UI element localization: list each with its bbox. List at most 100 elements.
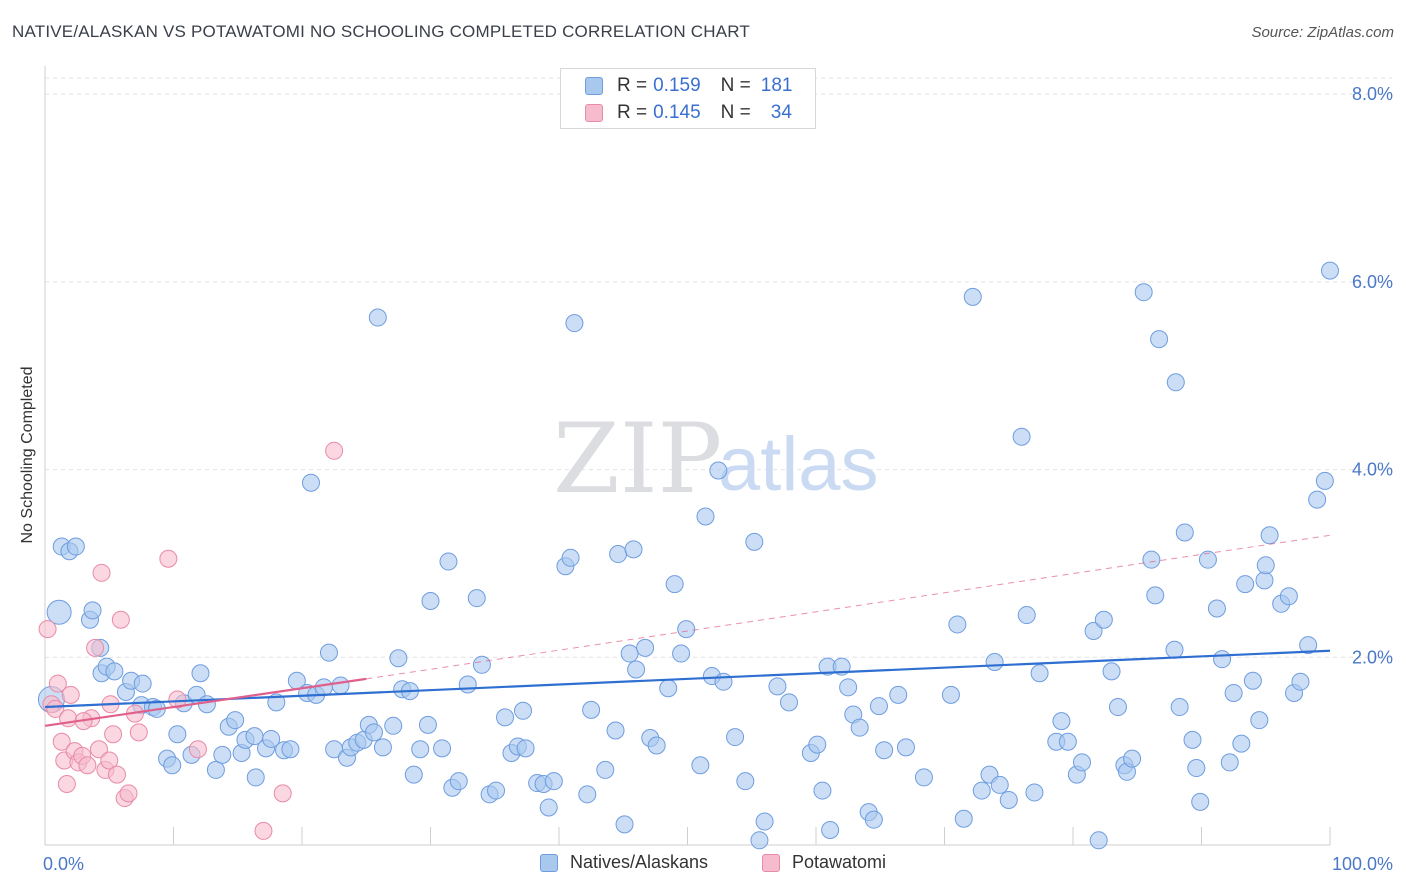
data-point — [1025, 783, 1044, 802]
y-tick-label: 4.0% — [1352, 460, 1393, 480]
data-point — [1094, 610, 1113, 629]
data-point — [1165, 640, 1184, 659]
series-legend-potawatomi: Potawatomi — [762, 852, 886, 873]
data-point — [750, 831, 769, 850]
data-point — [319, 643, 338, 662]
data-point — [439, 552, 458, 571]
stats-legend: R = 0.159 N = 181 R = 0.145 N = 34 — [560, 68, 816, 129]
trend-lines — [44, 534, 1331, 727]
data-point — [89, 740, 108, 759]
data-point — [1236, 575, 1255, 594]
data-point — [672, 644, 691, 663]
legend-n-value: 181 — [760, 75, 793, 96]
data-point — [163, 756, 182, 775]
data-point — [66, 537, 85, 556]
data-point — [273, 784, 292, 803]
data-point — [736, 772, 755, 791]
data-point — [52, 732, 71, 751]
data-point — [578, 785, 597, 804]
legend-r-label: R = — [617, 75, 648, 96]
data-point — [1321, 261, 1339, 280]
y-tick-labels: 2.0% 4.0% 6.0% 8.0% — [1352, 84, 1393, 667]
data-point — [985, 652, 1004, 671]
data-point — [1170, 698, 1189, 717]
data-point — [133, 674, 152, 693]
data-point — [620, 644, 639, 663]
data-point — [281, 740, 300, 759]
data-point — [659, 679, 678, 698]
series-legend-swatch-blue — [540, 853, 558, 872]
data-point — [1191, 792, 1210, 811]
data-point — [368, 308, 387, 327]
source-label: Source: ZipAtlas.com — [1251, 24, 1394, 41]
data-point — [990, 775, 1009, 794]
data-point — [1315, 471, 1334, 490]
series-potawatomi — [38, 441, 344, 840]
data-point — [57, 774, 76, 793]
legend-swatch-pink — [585, 104, 603, 122]
data-point — [1308, 490, 1327, 509]
y-tick-label: 8.0% — [1352, 84, 1393, 104]
data-point — [458, 675, 477, 694]
data-point — [364, 723, 383, 742]
data-point — [1183, 730, 1202, 749]
data-point — [1123, 749, 1142, 768]
data-point — [691, 756, 710, 775]
data-point — [384, 716, 403, 735]
data-point — [768, 677, 787, 696]
data-point — [168, 690, 187, 709]
data-point — [665, 575, 684, 594]
data-point — [1260, 526, 1279, 545]
data-point — [1207, 599, 1226, 618]
data-point — [1150, 330, 1169, 349]
data-point — [875, 741, 894, 760]
data-point — [404, 765, 423, 784]
data-point — [1166, 373, 1185, 392]
data-point — [496, 708, 515, 727]
data-point — [1232, 734, 1251, 753]
data-point — [745, 532, 764, 551]
data-point — [609, 545, 628, 564]
trend-line-natives — [44, 649, 1331, 709]
data-point — [864, 810, 883, 829]
data-point — [331, 676, 350, 695]
series-legend-swatch-pink — [762, 853, 780, 872]
data-point — [129, 723, 148, 742]
data-point — [159, 549, 178, 568]
y-tick-label: 2.0% — [1352, 647, 1393, 667]
data-point — [606, 721, 625, 740]
data-point — [467, 589, 486, 608]
data-point — [709, 461, 728, 480]
data-point — [516, 739, 535, 758]
data-point — [582, 700, 601, 719]
watermark: ZIP atlas — [553, 403, 879, 515]
data-point — [780, 693, 799, 712]
data-point — [100, 751, 119, 770]
x-tick-labels: 0.0% 100.0% — [43, 854, 1393, 874]
data-point — [1250, 711, 1269, 730]
data-point — [107, 765, 126, 784]
series-legend: Natives/Alaskans Potawatomi — [0, 852, 1406, 878]
data-point — [1299, 636, 1318, 655]
data-point — [1224, 683, 1243, 702]
data-point — [972, 781, 991, 800]
data-point — [449, 772, 468, 791]
data-point — [48, 674, 67, 693]
legend-n-label: N = — [720, 75, 751, 96]
legend-n-label: N = — [720, 102, 751, 123]
trend-line-potawatomi — [44, 677, 367, 727]
data-point — [1052, 712, 1071, 731]
series-legend-label: Natives/Alaskans — [570, 852, 709, 872]
data-point — [544, 772, 563, 791]
data-point — [624, 540, 643, 559]
legend-row-natives: R = 0.159 N = 181 — [585, 73, 792, 99]
data-point — [104, 725, 123, 744]
legend-r-value: 0.145 — [653, 102, 701, 123]
legend-n-value: 34 — [770, 102, 792, 123]
data-point — [839, 678, 858, 697]
data-point — [411, 740, 430, 759]
watermark-atlas: atlas — [718, 422, 879, 507]
legend-swatch-blue — [585, 77, 603, 95]
data-point — [226, 711, 245, 730]
series-legend-label: Potawatomi — [792, 852, 887, 872]
